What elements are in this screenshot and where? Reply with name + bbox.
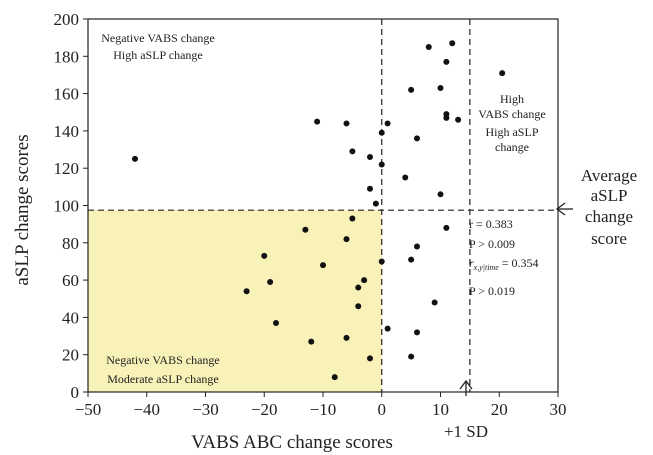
y-axis-title: aSLP change scores — [12, 134, 33, 285]
y-tick-label: 140 — [54, 122, 80, 141]
data-point — [443, 224, 450, 231]
annotation-top-right-line-3: High aSLP — [485, 125, 538, 139]
stat-r-partial: rx,y|time = 0.354 — [469, 256, 539, 272]
data-point — [320, 262, 326, 269]
annotation-bottom-left-line-2: Moderate aSLP change — [107, 372, 219, 386]
data-points — [132, 40, 506, 381]
data-point — [132, 155, 138, 162]
y-tick-label: 180 — [54, 47, 80, 66]
y-tick-labels: 0 20 40 60 80 100 120 140 160 180 200 — [54, 10, 80, 402]
x-tick-label: 30 — [550, 400, 567, 419]
y-tick-label: 120 — [54, 159, 80, 178]
data-point — [499, 70, 506, 77]
data-point — [355, 284, 362, 291]
data-point — [361, 277, 368, 284]
data-point — [343, 236, 350, 243]
stat-p2: P > 0.019 — [469, 284, 515, 298]
data-point — [414, 243, 420, 250]
data-point — [355, 303, 362, 310]
y-tick-label: 200 — [54, 10, 80, 29]
data-point — [437, 85, 444, 92]
average-label-line-2: aSLP — [591, 186, 628, 205]
annotation-top-right-line-1: High — [500, 92, 524, 106]
stat-p1: P > 0.009 — [469, 237, 515, 251]
data-point — [314, 118, 321, 125]
x-tick-label: 10 — [432, 400, 449, 419]
x-tick-label: −40 — [133, 400, 160, 419]
highlight-region — [88, 210, 382, 392]
data-point — [437, 191, 444, 198]
data-point — [378, 129, 385, 136]
data-point — [372, 200, 379, 207]
reference-lines — [88, 19, 558, 392]
data-point — [349, 148, 356, 155]
axes — [83, 18, 559, 397]
data-point — [243, 288, 250, 295]
x-tick-labels: −50 −40 −30 −20 −10 0 10 20 30 — [75, 400, 567, 419]
y-tick-label: 100 — [54, 197, 80, 216]
data-point — [378, 161, 385, 168]
data-point — [331, 374, 338, 381]
data-point — [414, 135, 420, 142]
data-point — [378, 258, 385, 265]
x-tick-label: −20 — [251, 400, 278, 419]
y-tick-label: 40 — [62, 308, 79, 327]
stat-r-partial-main: r — [469, 256, 474, 270]
y-tick-label: 60 — [62, 271, 79, 290]
sd-arrow — [459, 379, 473, 396]
data-point — [443, 58, 450, 65]
x-axis-title: VABS ABC change scores — [191, 432, 393, 453]
annotation-top-right-line-4: change — [495, 140, 529, 154]
x-tick-label: 0 — [378, 400, 387, 419]
y-tick-label: 20 — [62, 346, 79, 365]
data-point — [408, 86, 415, 93]
data-point — [367, 154, 373, 161]
data-point — [273, 319, 279, 326]
annotation-bottom-left-line-1: Negative VABS change — [106, 353, 220, 367]
data-point — [425, 43, 432, 50]
stat-r-partial-sub: x,y|time — [473, 263, 500, 272]
data-point — [384, 325, 391, 332]
y-tick-label: 80 — [62, 234, 79, 253]
data-point — [384, 120, 391, 127]
stat-r: r = 0.383 — [469, 217, 513, 231]
y-tick-label: 0 — [71, 383, 80, 402]
data-point — [408, 353, 415, 360]
y-tick-label: 160 — [54, 85, 80, 104]
x-tick-label: −50 — [75, 400, 102, 419]
data-point — [343, 120, 350, 127]
data-point — [455, 116, 462, 123]
average-label-line-4: score — [591, 229, 627, 248]
data-point — [414, 329, 420, 336]
data-point — [343, 334, 350, 341]
data-point — [267, 278, 274, 285]
data-point — [443, 114, 450, 121]
data-point — [449, 40, 456, 47]
sd-label: +1 SD — [444, 422, 488, 441]
stats-block: r = 0.383 P > 0.009 rx,y|time = 0.354 P … — [469, 217, 539, 298]
average-label-line-1: Average — [581, 166, 637, 185]
data-point — [402, 174, 409, 181]
average-label-line-3: change — [585, 207, 633, 226]
data-point — [408, 256, 415, 263]
stat-r-partial-value: = 0.354 — [499, 256, 539, 270]
data-point — [431, 299, 438, 306]
annotation-top-left-line-2: High aSLP change — [113, 48, 203, 62]
x-tick-label: 20 — [491, 400, 508, 419]
x-tick-label: −30 — [192, 400, 219, 419]
average-arrow — [555, 202, 573, 216]
x-tick-label: −10 — [310, 400, 337, 419]
data-point — [367, 355, 373, 362]
annotation-top-right-line-2: VABS change — [478, 107, 545, 121]
data-point — [302, 226, 309, 233]
data-point — [261, 252, 268, 259]
data-point — [367, 185, 373, 192]
annotation-top-left-line-1: Negative VABS change — [101, 31, 215, 45]
data-point — [349, 215, 356, 222]
data-point — [308, 338, 315, 345]
